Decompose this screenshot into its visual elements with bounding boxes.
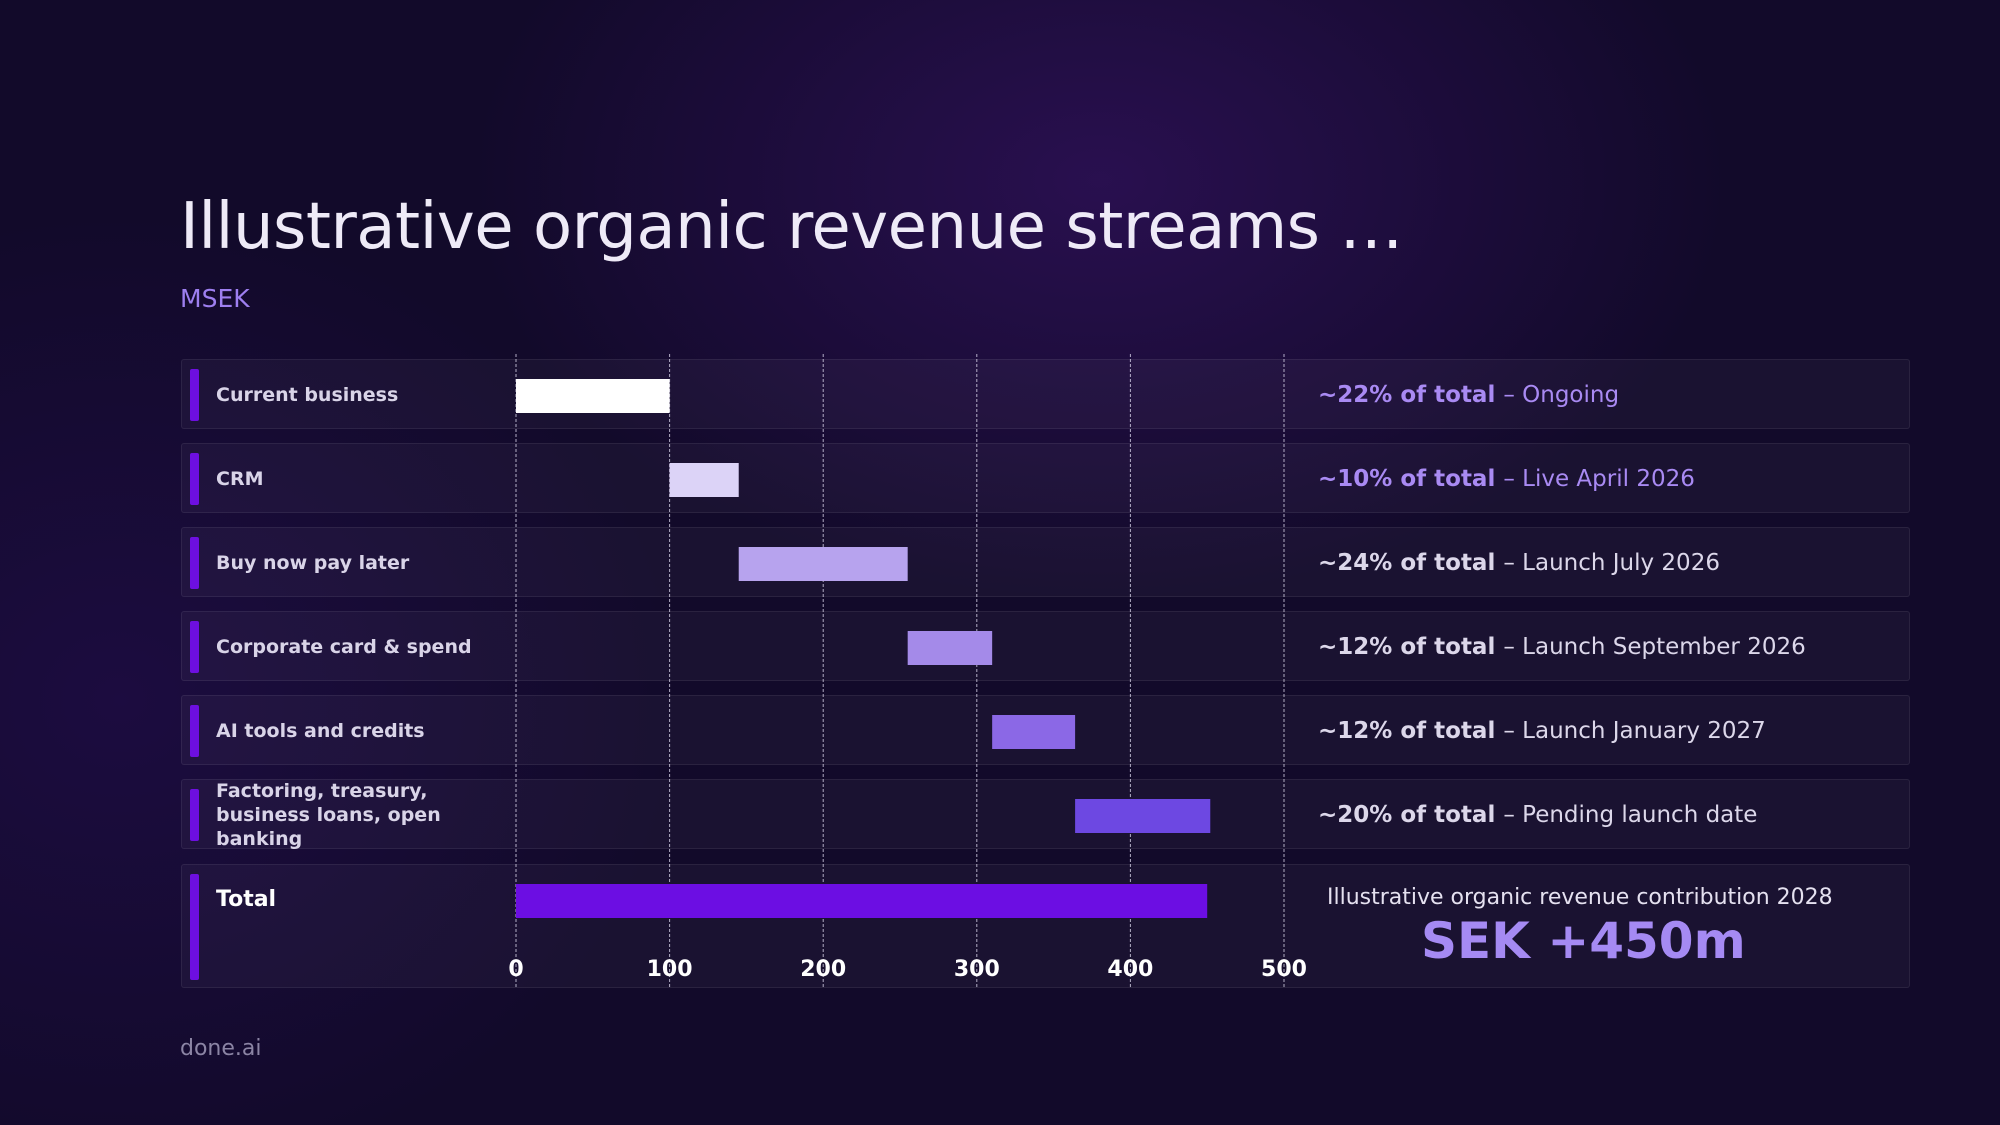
row-note: ~20% of total – Pending launch date [1318, 780, 1757, 850]
row-bnpl: Buy now pay later ~24% of total – Launch… [181, 527, 1910, 597]
row-accent-bar [190, 621, 199, 673]
bar-buy-now-pay-later [738, 547, 908, 581]
row-accent-bar [190, 874, 199, 980]
row-corporate-card: Corporate card & spend ~12% of total – L… [181, 611, 1910, 681]
row-note: ~12% of total – Launch September 2026 [1318, 612, 1806, 682]
unit-subtitle: MSEK [180, 284, 250, 313]
x-tick-label: 400 [1107, 957, 1153, 982]
bar-crm [669, 463, 739, 497]
row-note: ~12% of total – Launch January 2027 [1318, 696, 1766, 766]
total-label: Total [216, 887, 277, 912]
total-caption: Illustrative organic revenue contributio… [1327, 885, 1833, 910]
row-note-share: ~20% of total [1318, 802, 1496, 828]
x-tick-label: 300 [954, 957, 1000, 982]
row-label: Current business [216, 384, 399, 406]
row-label: AI tools and credits [216, 720, 425, 742]
row-accent-bar [190, 369, 199, 421]
row-ai-tools: AI tools and credits ~12% of total – Lau… [181, 695, 1910, 765]
row-current-business: Current business ~22% of total – Ongoing [181, 359, 1910, 429]
row-note-share: ~10% of total [1318, 466, 1496, 492]
row-accent-bar [190, 789, 199, 841]
row-note-status: – Ongoing [1503, 382, 1620, 408]
row-note-status: – Launch July 2026 [1503, 550, 1720, 576]
row-accent-bar [190, 705, 199, 757]
x-tick-label: 0 [508, 957, 523, 982]
row-note-status: – Launch September 2026 [1503, 634, 1806, 660]
row-note-status: – Launch January 2027 [1503, 718, 1766, 744]
row-factoring: Factoring, treasury, business loans, ope… [181, 779, 1910, 850]
row-note-share: ~22% of total [1318, 382, 1496, 408]
x-tick-label: 500 [1261, 957, 1307, 982]
bar-total [516, 884, 1208, 918]
row-note: ~24% of total – Launch July 2026 [1318, 528, 1720, 598]
row-note: ~10% of total – Live April 2026 [1318, 444, 1695, 514]
row-note-status: – Live April 2026 [1503, 466, 1695, 492]
row-label: Factoring, treasury, business loans, ope… [216, 780, 441, 850]
bar-factoring-treasury-business-loans-open-banking [1075, 799, 1211, 833]
total-value: SEK +450m [1421, 912, 1746, 970]
row-total: Total [181, 864, 1910, 988]
bar-ai-tools-and-credits [992, 715, 1076, 749]
x-tick-label: 100 [647, 957, 693, 982]
bar-current-business [516, 379, 670, 413]
row-note-share: ~12% of total [1318, 634, 1496, 660]
row-accent-bar [190, 537, 199, 589]
row-note-status: – Pending launch date [1503, 802, 1758, 828]
x-tick-label: 200 [800, 957, 846, 982]
row-label: Corporate card & spend [216, 636, 472, 658]
row-crm: CRM ~10% of total – Live April 2026 [181, 443, 1910, 513]
row-accent-bar [190, 453, 199, 505]
row-note-share: ~24% of total [1318, 550, 1496, 576]
row-note-share: ~12% of total [1318, 718, 1496, 744]
row-note: ~22% of total – Ongoing [1318, 360, 1619, 430]
bar-corporate-card-spend [907, 631, 993, 665]
slide-title: Illustrative organic revenue streams … [180, 190, 1403, 264]
row-label: Buy now pay later [216, 552, 410, 574]
row-label: CRM [216, 468, 264, 490]
footer-brand: done.ai [180, 1036, 262, 1061]
